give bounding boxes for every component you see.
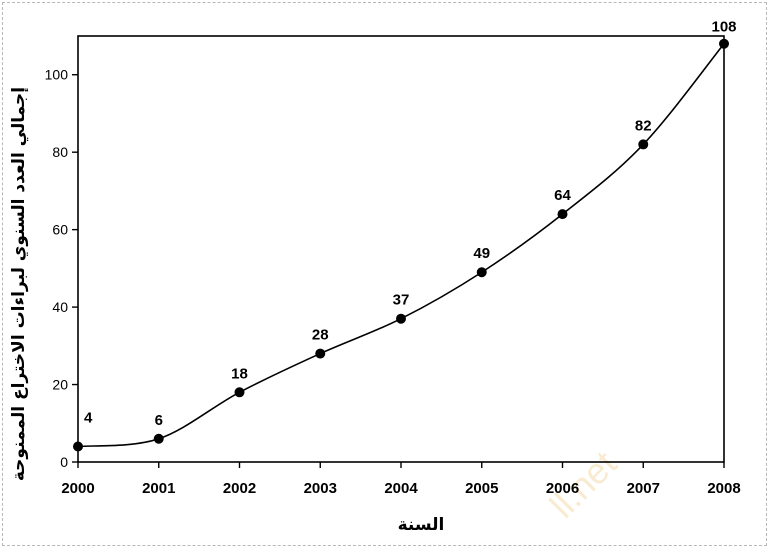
x-tick-label: 2001 — [142, 480, 175, 497]
data-label: 6 — [155, 412, 163, 429]
data-label: 18 — [231, 365, 248, 382]
x-tick-label: 2008 — [707, 480, 740, 497]
data-point — [315, 348, 326, 359]
data-point — [396, 313, 406, 324]
y-axis-ticks: 0 20 40 60 80 100 — [45, 67, 78, 470]
y-tick-label: 80 — [52, 144, 68, 160]
data-point — [153, 433, 164, 444]
data-label: 4 — [84, 410, 93, 427]
data-point — [719, 38, 729, 49]
y-tick-label: 0 — [60, 454, 68, 470]
data-point — [557, 209, 568, 220]
y-tick-label: 100 — [45, 67, 69, 83]
x-tick-label: 2003 — [304, 480, 337, 497]
data-labels: 4 6 18 28 37 49 64 82 108 — [84, 19, 737, 429]
data-point — [476, 267, 487, 278]
data-label: 64 — [554, 187, 571, 204]
x-axis-title: السنة — [398, 515, 445, 535]
y-tick-label: 20 — [52, 377, 68, 393]
data-label: 28 — [312, 327, 329, 344]
data-label: 82 — [635, 117, 652, 134]
data-label: 108 — [711, 19, 736, 36]
x-tick-label: 2002 — [223, 480, 256, 497]
y-axis-title: إجمالي العدد السنوي لبراءات الاختراع الم… — [9, 87, 29, 481]
x-tick-label: 2006 — [546, 480, 579, 497]
x-tick-label: 2000 — [61, 480, 94, 497]
x-tick-label: 2004 — [384, 480, 418, 497]
data-label: 49 — [473, 245, 490, 262]
data-point — [638, 139, 649, 150]
data-point — [73, 441, 83, 452]
data-point — [234, 387, 245, 398]
plot-area — [77, 35, 725, 463]
y-tick-label: 60 — [52, 222, 68, 238]
x-tick-label: 2007 — [627, 480, 660, 497]
series-markers — [73, 38, 729, 452]
x-axis-ticks: 2000 2001 2002 2003 2004 2005 2006 2007 2008 — [61, 462, 741, 497]
series-line — [77, 43, 725, 448]
y-tick-label: 40 — [52, 299, 68, 315]
x-tick-label: 2005 — [465, 480, 498, 497]
data-label: 37 — [393, 292, 410, 309]
